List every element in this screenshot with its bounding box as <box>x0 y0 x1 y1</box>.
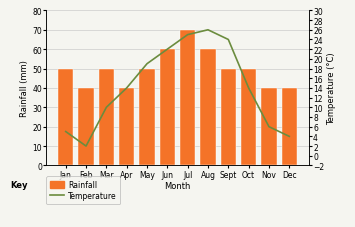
Y-axis label: Temperature (°C): Temperature (°C) <box>327 52 336 125</box>
Bar <box>180 31 195 166</box>
X-axis label: Month: Month <box>164 182 191 190</box>
Bar <box>160 50 175 166</box>
Bar <box>241 69 256 166</box>
Bar <box>119 89 134 166</box>
Legend: Rainfall, Temperature: Rainfall, Temperature <box>47 176 120 204</box>
Y-axis label: Rainfall (mm): Rainfall (mm) <box>21 60 29 117</box>
Bar <box>58 69 73 166</box>
Bar <box>78 89 94 166</box>
Text: Key: Key <box>11 181 28 190</box>
Bar <box>282 89 297 166</box>
Bar <box>261 89 277 166</box>
Bar <box>221 69 236 166</box>
Bar <box>99 69 114 166</box>
Bar <box>140 69 155 166</box>
Bar <box>200 50 215 166</box>
